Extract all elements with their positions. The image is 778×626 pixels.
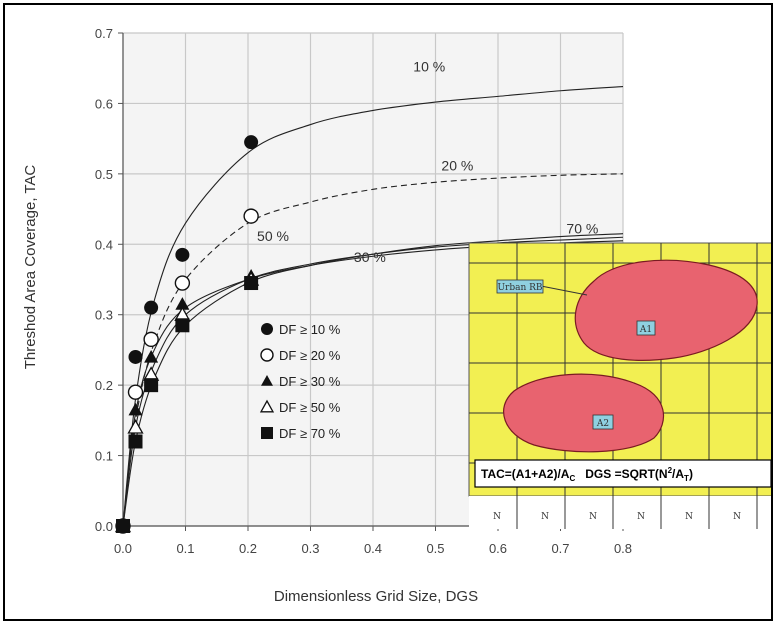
figure-frame: 0.0 0.1 0.2 0.3 0.4 0.5 0.6 0.7 0.8 0.0 0.1 0.2 0.3 0… — [3, 3, 778, 621]
n-label: N — [493, 512, 501, 522]
data-point — [174, 275, 191, 291]
data-point — [116, 519, 130, 533]
inset-diagram: Urban RB A1 A2 TAC=(A1+A2)/AC DGS =SQRT(N… — [468, 242, 778, 529]
legend-entry: DF ≥ 50 % — [279, 400, 341, 415]
x-tick-label: 0.3 — [301, 541, 319, 556]
x-tick-label: 0.8 — [614, 541, 632, 556]
x-tick-label: 0.5 — [426, 541, 444, 556]
y-axis-label: Threshod Area Coverage, TAC — [22, 165, 39, 370]
curve-label: 70 % — [566, 221, 598, 237]
a2-label: A2 — [596, 419, 609, 429]
formula-box — [474, 459, 772, 488]
curve-label: 10 % — [413, 59, 445, 75]
legend-marker — [259, 399, 275, 413]
y-tick-label: 0.2 — [95, 378, 113, 393]
x-tick-label: 0.7 — [551, 541, 569, 556]
n-label: N — [637, 512, 645, 522]
patch-a2 — [503, 373, 665, 453]
y-tick-label: 0.6 — [95, 96, 113, 111]
tac-vs-dgs-chart: 0.0 0.1 0.2 0.3 0.4 0.5 0.6 0.7 0.8 0.0 0.1 0.2 0.3 0… — [22, 26, 778, 605]
y-tick-label: 0.1 — [95, 449, 113, 464]
x-axis-label: Dimensionless Grid Size, DGS — [274, 588, 478, 605]
callout-line — [540, 285, 588, 296]
legend-marker — [261, 375, 273, 386]
curve-labels: 10 % 20 % 30 % 50 % 70 % — [257, 59, 598, 265]
data-point — [175, 247, 190, 262]
curve-label: 50 % — [257, 228, 289, 244]
curve-50-percent — [122, 236, 624, 527]
legend-entry: DF ≥ 30 % — [279, 374, 341, 389]
data-point — [175, 318, 190, 333]
tick-labels: 0.0 0.1 0.2 0.3 0.4 0.5 0.6 0.7 0.8 0.0 0.1 0.2 0.3 0… — [95, 26, 632, 556]
data-point — [175, 297, 190, 310]
data-point — [144, 378, 159, 393]
x-tick-label: 0.1 — [176, 541, 194, 556]
data-point — [143, 331, 159, 348]
y-tick-label: 0.7 — [95, 26, 113, 41]
formula-dgs-sub: T — [684, 474, 689, 483]
data-point — [127, 384, 144, 400]
curve-70-percent — [122, 233, 624, 527]
legend-marker — [260, 348, 274, 362]
y-tick-label: 0.5 — [95, 167, 113, 182]
x-tick-label: 0.0 — [114, 541, 132, 556]
formula-dgs: DGS =SQRT(N — [585, 467, 667, 481]
y-tick-label: 0.0 — [95, 519, 113, 534]
a2-label-box — [592, 414, 614, 430]
x-tick-label: 0.2 — [239, 541, 257, 556]
formula-tac-sub: C — [569, 474, 575, 483]
legend-entry: DF ≥ 70 % — [279, 426, 341, 441]
data-point — [243, 208, 259, 224]
n-label: N — [541, 512, 549, 522]
data-point — [127, 419, 144, 434]
n-label: N — [685, 512, 693, 522]
data-point — [144, 300, 159, 315]
a1-label: A1 — [639, 325, 652, 335]
data-point — [244, 135, 259, 150]
callout-label: Urban RB — [497, 283, 542, 293]
formula-dgs-end: ) — [689, 467, 693, 481]
data-markers — [114, 135, 260, 534]
x-tick-label: 0.4 — [364, 541, 382, 556]
x-tick-label: 0.6 — [489, 541, 507, 556]
data-point — [244, 276, 259, 291]
data-point — [128, 434, 143, 449]
y-tick-label: 0.3 — [95, 308, 113, 323]
callout-box — [496, 279, 544, 294]
legend-marker — [261, 323, 273, 335]
n-label: N — [589, 512, 597, 522]
y-tick-label: 0.4 — [95, 237, 113, 252]
formula-dgs-sup: 2 — [668, 466, 673, 475]
formula-tac: TAC=(A1+A2)/A — [481, 467, 570, 481]
inset-n-strip — [469, 496, 777, 529]
legend-entry: DF ≥ 10 % — [279, 322, 341, 337]
legend-entry: DF ≥ 20 % — [279, 348, 341, 363]
curve-label: 30 % — [354, 249, 386, 265]
legend-marker — [261, 427, 273, 439]
curve-10-percent — [122, 85, 624, 527]
curve-label: 20 % — [441, 157, 473, 173]
a1-label-box — [636, 320, 656, 336]
formula-text: TAC=(A1+A2)/AC DGS =SQRT(N2/AT) — [481, 466, 693, 483]
n-label: N — [733, 512, 741, 522]
data-point — [128, 349, 143, 364]
patch-a1 — [574, 259, 758, 361]
formula-dgs-mid: /A — [672, 467, 684, 481]
data-point — [144, 349, 159, 363]
legend: DF ≥ 10 % DF ≥ 20 % DF ≥ 30 % DF ≥ 50 % DF ≥… — [259, 322, 341, 441]
data-point — [128, 402, 143, 416]
